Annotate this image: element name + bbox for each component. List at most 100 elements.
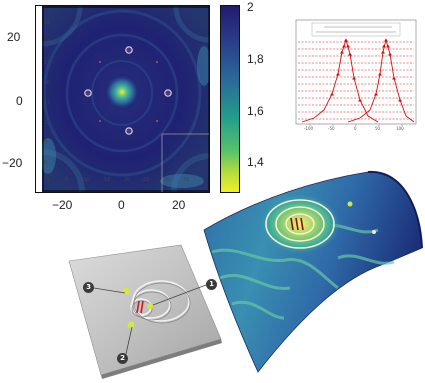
inner-y-tick: 0 — [44, 160, 48, 166]
plate-source-mark — [140, 300, 144, 314]
profile-peak-marker — [398, 98, 402, 102]
profile-peak-marker — [336, 72, 340, 76]
shell-edge — [367, 170, 423, 249]
callout-badge: 2 — [117, 353, 128, 364]
heatmap-ring — [91, 60, 153, 126]
flat-plate-svg — [68, 244, 222, 379]
plate-wave-ring — [132, 280, 190, 322]
profile-peak-marker — [352, 76, 356, 80]
shell-wave-ring — [265, 199, 335, 249]
inner-x-tick: 10 — [84, 177, 91, 183]
shell-wave-band — [219, 274, 291, 290]
heatmap-glow — [197, 46, 210, 86]
profile-peak-marker — [346, 44, 350, 48]
colorbar-tick: 1,6 — [247, 104, 264, 118]
inner-y-tick: 5 — [44, 140, 48, 146]
heatmap-satellite-spot — [164, 89, 172, 97]
profile-plot: -100 -50 0 50 100 — [282, 18, 420, 140]
profile-peak-marker — [348, 52, 352, 56]
profile-x-tick: -100 — [304, 126, 314, 131]
profile-peak-marker — [330, 92, 334, 96]
plate-wave-shadow — [133, 282, 191, 324]
heatmap-image — [42, 6, 210, 192]
profile-peak-marker — [374, 92, 378, 96]
heatmap-center-spot — [104, 74, 140, 110]
inner-x-tick: 25 — [143, 177, 150, 183]
callout-leader — [93, 287, 126, 294]
inner-y-tick: 30 — [44, 40, 51, 46]
heatmap-inset-line — [161, 133, 210, 192]
inner-y-tick: 25 — [44, 60, 51, 66]
heatmap-satellite-spot — [125, 46, 133, 54]
shell-source-mark — [290, 217, 294, 231]
colorbar-tick: 1,4 — [247, 155, 264, 169]
inner-y-ticks: 35 30 25 20 15 10 5 0 — [44, 20, 52, 180]
profile-plot-svg — [295, 19, 417, 126]
heatmap-ring — [65, 33, 179, 153]
flat-plate-panel: 3 1 2 — [55, 235, 240, 380]
profile-peak-marker — [342, 44, 346, 48]
plate-sensor-spot — [122, 287, 130, 295]
callout-badge: 3 — [83, 282, 94, 293]
shell-sensor-spot — [347, 201, 353, 207]
callout-badge: 1 — [206, 279, 217, 290]
heatmap-glow — [42, 138, 56, 174]
inner-y-tick: 15 — [44, 100, 51, 106]
inner-y-tick: 20 — [44, 80, 51, 86]
heatmap-satellite-spot — [125, 127, 133, 135]
profile-x-tick: 0 — [354, 126, 357, 131]
heatmap-minor-point — [99, 120, 101, 122]
shell-hotspot-glow — [260, 194, 340, 254]
shell-wave-band — [211, 248, 339, 290]
plate-source-mark — [136, 300, 140, 314]
heatmap-ring — [42, 9, 202, 177]
inner-x-tick: 30 — [164, 177, 171, 183]
inner-x-tick: 15 — [104, 177, 111, 183]
colorbar-tick: 1,8 — [247, 52, 264, 66]
outer-x-tick: −20 — [52, 198, 73, 212]
profile-peak-marker — [358, 98, 362, 102]
curved-shell-svg — [203, 170, 423, 373]
heatmap-panel: 20 0 −20 0 5 10 15 20 25 30 35 35 30 25 … — [0, 0, 215, 195]
profile-peak-marker — [340, 50, 344, 54]
profile-legend-box — [311, 22, 401, 37]
profile-x-tick: 100 — [396, 126, 404, 131]
outer-y-tick: −20 — [2, 156, 23, 170]
outer-y-tick: 20 — [7, 30, 21, 44]
inner-x-ticks: 0 5 10 15 20 25 30 35 — [46, 177, 206, 185]
profile-peak-marker — [388, 52, 392, 56]
shell-source-mark — [300, 217, 304, 231]
callout-leader — [125, 326, 133, 355]
heatmap-satellite-spot — [84, 89, 92, 97]
shell-wave-ring — [275, 206, 325, 242]
shell-wave-band — [337, 254, 395, 265]
profile-peak-marker — [392, 76, 396, 80]
plate-wave-shadow — [132, 291, 172, 321]
profile-peak-marker — [384, 38, 388, 42]
profile-x-tick: -50 — [328, 126, 335, 131]
inner-y-tick: 35 — [44, 20, 51, 26]
profile-peak-marker — [378, 72, 382, 76]
colorbar-tick: 2 — [247, 0, 254, 14]
outer-x-tick: 0 — [118, 198, 125, 212]
plate-sensor-spot — [147, 303, 153, 309]
shell-wave-ring — [285, 213, 315, 235]
outer-y-tick: 0 — [16, 94, 23, 108]
profile-peak-marker — [386, 44, 390, 48]
inner-y-tick: 10 — [44, 120, 51, 126]
shell-source-mark — [295, 217, 299, 231]
plate-sensor-spot — [127, 321, 135, 329]
callout-leader — [152, 284, 207, 306]
profile-plot-frame — [295, 19, 417, 125]
profile-peak-marker — [381, 50, 385, 54]
profile-x-tick: 50 — [375, 126, 381, 131]
flat-plate-edge — [101, 339, 222, 379]
heatmap-outer-frame — [35, 5, 210, 193]
profile-peak-marker — [382, 44, 386, 48]
inner-x-tick: 20 — [124, 177, 131, 183]
plate-wave-ring — [131, 289, 171, 319]
shell-sensor-spot — [372, 230, 376, 234]
shell-wave-band — [231, 300, 285, 320]
inner-x-tick: 5 — [65, 177, 69, 183]
heatmap-glow — [160, 174, 204, 188]
